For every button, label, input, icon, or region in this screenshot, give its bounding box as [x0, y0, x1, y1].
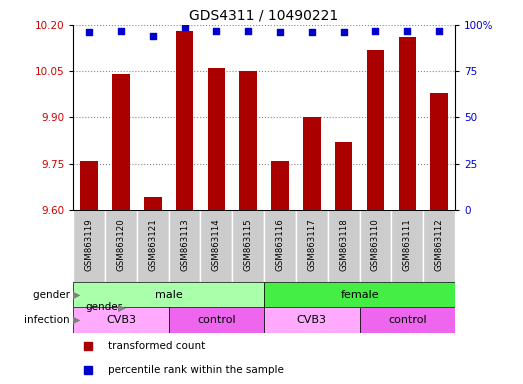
Text: GSM863116: GSM863116: [276, 218, 285, 271]
Bar: [73, 282, 264, 308]
Text: ▶: ▶: [115, 303, 126, 313]
Text: CVB3: CVB3: [297, 315, 327, 325]
Bar: [232, 210, 264, 282]
Text: GSM863112: GSM863112: [435, 218, 444, 271]
Text: GSM863121: GSM863121: [148, 218, 157, 271]
Text: gender: gender: [33, 290, 73, 300]
Text: GSM863111: GSM863111: [403, 218, 412, 271]
Bar: [81, 161, 98, 210]
Bar: [105, 210, 137, 282]
Point: [149, 33, 157, 39]
Bar: [391, 210, 423, 282]
Text: control: control: [388, 315, 427, 325]
Title: GDS4311 / 10490221: GDS4311 / 10490221: [189, 8, 339, 22]
Text: female: female: [340, 290, 379, 300]
Text: infection: infection: [25, 315, 73, 325]
Point: [403, 27, 412, 33]
Bar: [328, 210, 360, 282]
Text: GSM863115: GSM863115: [244, 218, 253, 271]
Bar: [168, 308, 264, 333]
Bar: [423, 210, 455, 282]
Text: male: male: [155, 290, 183, 300]
Text: GSM863119: GSM863119: [85, 218, 94, 271]
Text: GSM863114: GSM863114: [212, 218, 221, 271]
Bar: [137, 210, 168, 282]
Bar: [264, 282, 455, 308]
Point: [244, 27, 253, 33]
Text: GSM863110: GSM863110: [371, 218, 380, 271]
Bar: [360, 210, 391, 282]
Bar: [335, 142, 353, 210]
Point: [85, 29, 93, 35]
Text: ▶: ▶: [73, 315, 81, 325]
Bar: [264, 210, 296, 282]
Bar: [399, 37, 416, 210]
Bar: [112, 74, 130, 210]
Bar: [73, 210, 105, 282]
Bar: [264, 308, 360, 333]
Text: control: control: [197, 315, 236, 325]
Bar: [73, 308, 168, 333]
Text: GSM863113: GSM863113: [180, 218, 189, 271]
Point: [339, 29, 348, 35]
Bar: [200, 210, 232, 282]
Bar: [176, 31, 194, 210]
Point: [308, 29, 316, 35]
Bar: [271, 161, 289, 210]
Bar: [144, 197, 162, 210]
Bar: [296, 210, 328, 282]
Text: transformed count: transformed count: [108, 341, 205, 351]
Text: GSM863120: GSM863120: [117, 218, 126, 271]
Point: [180, 24, 189, 30]
Text: GSM863118: GSM863118: [339, 218, 348, 271]
Bar: [303, 118, 321, 210]
Text: CVB3: CVB3: [106, 315, 136, 325]
Text: percentile rank within the sample: percentile rank within the sample: [108, 365, 283, 375]
Bar: [168, 210, 200, 282]
Point: [371, 27, 380, 33]
Point: [117, 27, 125, 33]
Text: ▶: ▶: [73, 290, 81, 300]
Bar: [240, 71, 257, 210]
Point: [435, 27, 444, 33]
Bar: [360, 308, 455, 333]
Bar: [430, 93, 448, 210]
Point: [212, 27, 221, 33]
Text: gender: gender: [86, 303, 123, 313]
Text: GSM863117: GSM863117: [308, 218, 316, 271]
Bar: [367, 50, 384, 210]
Point: [276, 29, 284, 35]
Bar: [208, 68, 225, 210]
